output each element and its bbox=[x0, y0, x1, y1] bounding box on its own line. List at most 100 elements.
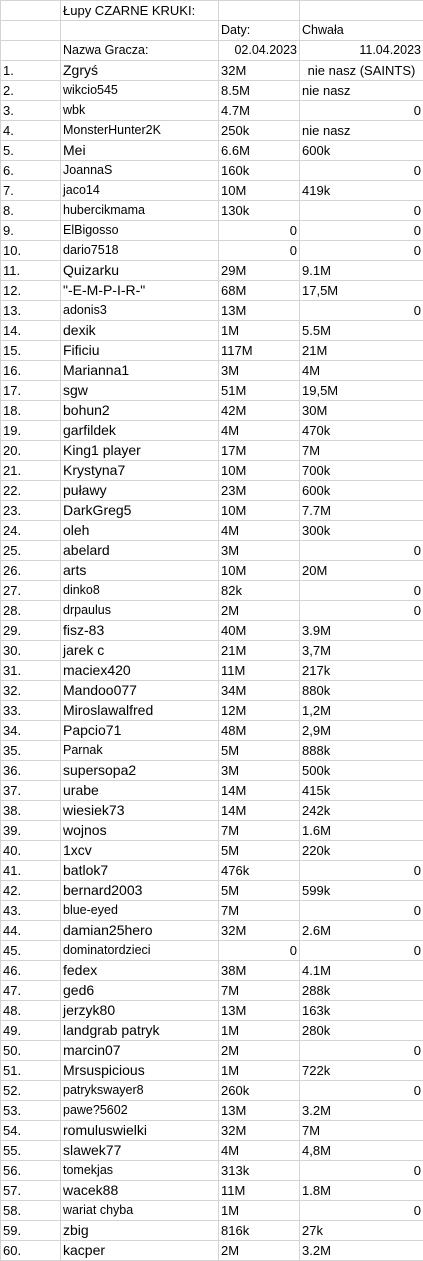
loot-date1-cell[interactable]: 23M bbox=[218, 480, 300, 501]
loot-date1-cell[interactable]: 0 bbox=[218, 220, 300, 241]
chwala-date2-cell[interactable]: 880k bbox=[299, 680, 423, 701]
row-index-cell[interactable]: 31. bbox=[0, 660, 61, 681]
loot-date1-cell[interactable]: 260k bbox=[218, 1080, 300, 1101]
player-name-cell[interactable]: sgw bbox=[60, 380, 219, 401]
loot-date1-cell[interactable]: 0 bbox=[218, 240, 300, 261]
player-name-cell[interactable]: Papcio71 bbox=[60, 720, 219, 741]
loot-date1-cell[interactable]: 14M bbox=[218, 800, 300, 821]
player-name-cell[interactable]: garfildek bbox=[60, 420, 219, 441]
player-name-cell[interactable]: dario7518 bbox=[60, 240, 219, 261]
loot-date1-cell[interactable]: 6.6M bbox=[218, 140, 300, 161]
chwala-date2-cell[interactable]: nie nasz bbox=[299, 80, 423, 101]
row-index-cell[interactable]: 54. bbox=[0, 1120, 61, 1141]
loot-date1-cell[interactable]: 0 bbox=[218, 940, 300, 961]
loot-date1-cell[interactable]: 7M bbox=[218, 980, 300, 1001]
row-index-cell[interactable]: 6. bbox=[0, 160, 61, 181]
loot-date1-cell[interactable]: 17M bbox=[218, 440, 300, 461]
player-name-cell[interactable]: dominatordzieci bbox=[60, 940, 219, 961]
loot-date1-cell[interactable]: 5M bbox=[218, 840, 300, 861]
player-name-cell[interactable]: wojnos bbox=[60, 820, 219, 841]
loot-date1-cell[interactable]: 1M bbox=[218, 320, 300, 341]
row-index-cell[interactable]: 48. bbox=[0, 1000, 61, 1021]
chwala-date2-cell[interactable]: 0 bbox=[299, 580, 423, 601]
chwala-date2-cell[interactable]: 4M bbox=[299, 360, 423, 381]
chwala-date2-cell[interactable]: 0 bbox=[299, 240, 423, 261]
player-name-cell[interactable]: fisz-83 bbox=[60, 620, 219, 641]
loot-date1-cell[interactable]: 4M bbox=[218, 520, 300, 541]
player-name-cell[interactable]: jaco14 bbox=[60, 180, 219, 201]
loot-date1-cell[interactable]: 10M bbox=[218, 500, 300, 521]
player-name-cell[interactable]: batlok7 bbox=[60, 860, 219, 881]
chwala-date2-cell[interactable]: 2,9M bbox=[299, 720, 423, 741]
loot-date1-cell[interactable]: 160k bbox=[218, 160, 300, 181]
loot-date1-cell[interactable]: 82k bbox=[218, 580, 300, 601]
chwala-date2-cell[interactable]: 1,2M bbox=[299, 700, 423, 721]
row-index-cell[interactable]: 57. bbox=[0, 1180, 61, 1201]
chwala-date2-cell[interactable]: 220k bbox=[299, 840, 423, 861]
loot-date1-cell[interactable]: 5M bbox=[218, 880, 300, 901]
cell-empty[interactable] bbox=[0, 40, 61, 61]
loot-date1-cell[interactable]: 1M bbox=[218, 1200, 300, 1221]
loot-date1-cell[interactable]: 3M bbox=[218, 360, 300, 381]
chwala-date2-cell[interactable]: 1.6M bbox=[299, 820, 423, 841]
loot-date1-cell[interactable]: 12M bbox=[218, 700, 300, 721]
chwala-date2-cell[interactable]: nie nasz (SAINTS) bbox=[299, 60, 423, 81]
loot-date1-cell[interactable]: 32M bbox=[218, 920, 300, 941]
loot-date1-cell[interactable]: 476k bbox=[218, 860, 300, 881]
player-name-cell[interactable]: King1 player bbox=[60, 440, 219, 461]
loot-date1-cell[interactable]: 8.5M bbox=[218, 80, 300, 101]
loot-date1-cell[interactable]: 816k bbox=[218, 1220, 300, 1241]
row-index-cell[interactable]: 35. bbox=[0, 740, 61, 761]
loot-date1-cell[interactable]: 29M bbox=[218, 260, 300, 281]
chwala-date2-cell[interactable]: 0 bbox=[299, 1080, 423, 1101]
row-index-cell[interactable]: 47. bbox=[0, 980, 61, 1001]
chwala-date2-cell[interactable]: 599k bbox=[299, 880, 423, 901]
row-index-cell[interactable]: 25. bbox=[0, 540, 61, 561]
loot-date1-cell[interactable]: 40M bbox=[218, 620, 300, 641]
row-index-cell[interactable]: 2. bbox=[0, 80, 61, 101]
loot-date1-cell[interactable]: 13M bbox=[218, 300, 300, 321]
loot-date1-cell[interactable]: 32M bbox=[218, 60, 300, 81]
row-index-cell[interactable]: 16. bbox=[0, 360, 61, 381]
date2-cell[interactable]: 11.04.2023 bbox=[299, 40, 423, 61]
chwala-date2-cell[interactable]: 600k bbox=[299, 140, 423, 161]
player-name-cell[interactable]: urabe bbox=[60, 780, 219, 801]
cell-empty[interactable] bbox=[299, 0, 423, 21]
loot-date1-cell[interactable]: 21M bbox=[218, 640, 300, 661]
cell-empty[interactable] bbox=[60, 20, 219, 41]
player-name-cell[interactable]: jerzyk80 bbox=[60, 1000, 219, 1021]
row-index-cell[interactable]: 52. bbox=[0, 1080, 61, 1101]
row-index-cell[interactable]: 3. bbox=[0, 100, 61, 121]
player-name-cell[interactable]: dinko8 bbox=[60, 580, 219, 601]
loot-date1-cell[interactable]: 4M bbox=[218, 420, 300, 441]
player-name-cell[interactable]: Krystyna7 bbox=[60, 460, 219, 481]
row-index-cell[interactable]: 49. bbox=[0, 1020, 61, 1041]
loot-date1-cell[interactable]: 10M bbox=[218, 460, 300, 481]
row-index-cell[interactable]: 44. bbox=[0, 920, 61, 941]
row-index-cell[interactable]: 33. bbox=[0, 700, 61, 721]
chwala-date2-cell[interactable]: 7M bbox=[299, 1120, 423, 1141]
chwala-date2-cell[interactable]: 700k bbox=[299, 460, 423, 481]
row-index-cell[interactable]: 7. bbox=[0, 180, 61, 201]
player-name-cell[interactable]: ged6 bbox=[60, 980, 219, 1001]
row-index-cell[interactable]: 45. bbox=[0, 940, 61, 961]
row-index-cell[interactable]: 60. bbox=[0, 1240, 61, 1261]
player-name-cell[interactable]: landgrab patryk bbox=[60, 1020, 219, 1041]
chwala-date2-cell[interactable]: 3.2M bbox=[299, 1100, 423, 1121]
chwala-label-cell[interactable]: Chwała bbox=[299, 20, 423, 41]
row-index-cell[interactable]: 43. bbox=[0, 900, 61, 921]
player-name-cell[interactable]: romuluswielki bbox=[60, 1120, 219, 1141]
player-name-cell[interactable]: blue-eyed bbox=[60, 900, 219, 921]
player-name-cell[interactable]: wikcio545 bbox=[60, 80, 219, 101]
loot-date1-cell[interactable]: 34M bbox=[218, 680, 300, 701]
player-name-cell[interactable]: tomekjas bbox=[60, 1160, 219, 1181]
row-index-cell[interactable]: 50. bbox=[0, 1040, 61, 1061]
chwala-date2-cell[interactable]: 20M bbox=[299, 560, 423, 581]
chwala-date2-cell[interactable]: 0 bbox=[299, 540, 423, 561]
chwala-date2-cell[interactable]: 0 bbox=[299, 100, 423, 121]
chwala-date2-cell[interactable]: 470k bbox=[299, 420, 423, 441]
loot-date1-cell[interactable]: 11M bbox=[218, 660, 300, 681]
row-index-cell[interactable]: 34. bbox=[0, 720, 61, 741]
loot-date1-cell[interactable]: 2M bbox=[218, 1240, 300, 1261]
chwala-date2-cell[interactable]: 0 bbox=[299, 160, 423, 181]
